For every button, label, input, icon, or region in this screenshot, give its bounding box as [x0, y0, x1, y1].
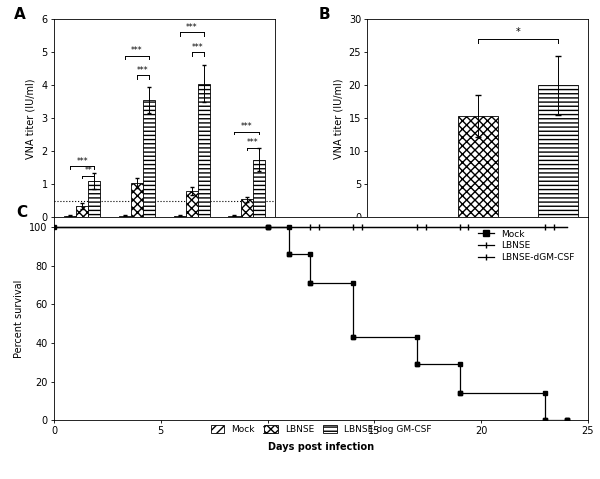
Text: B: B	[319, 7, 331, 22]
Bar	[143, 100, 155, 217]
Text: ***: ***	[247, 138, 259, 148]
Mock	[264, 224, 271, 230]
Bar	[253, 160, 265, 217]
Legend: Mock, LBNSE, LBNSE-dog GM-CSF: Mock, LBNSE, LBNSE-dog GM-CSF	[211, 425, 431, 434]
Bar	[64, 216, 76, 217]
Legend: Mock, LBNSE, LBNSE-dGM-CSF: Mock, LBNSE, LBNSE-dGM-CSF	[474, 226, 578, 266]
X-axis label: Days post infection: Days post infection	[268, 442, 374, 452]
Bar	[458, 116, 498, 217]
Mock	[563, 417, 570, 423]
Bar	[538, 85, 578, 217]
Line: Mock: Mock	[52, 225, 569, 422]
Mock	[307, 280, 314, 286]
Mock	[456, 390, 463, 396]
Mock	[413, 361, 421, 367]
Mock	[286, 224, 293, 230]
Y-axis label: VNA titer (IU/ml): VNA titer (IU/ml)	[26, 78, 36, 159]
Text: ***: ***	[192, 43, 203, 52]
Text: *: *	[515, 27, 520, 37]
Y-axis label: VNA titer (IU/ml): VNA titer (IU/ml)	[333, 78, 343, 159]
Mock	[264, 224, 271, 230]
Bar	[241, 199, 253, 217]
Mock	[50, 224, 58, 230]
Bar	[173, 216, 186, 217]
Mock	[349, 334, 356, 340]
Mock	[413, 334, 421, 340]
Mock	[456, 361, 463, 367]
Mock	[563, 417, 570, 423]
Text: ***: ***	[186, 23, 197, 32]
Mock	[563, 417, 570, 423]
Bar	[229, 216, 241, 217]
Bar	[88, 181, 100, 217]
X-axis label: Days post immunization: Days post immunization	[98, 240, 230, 249]
Bar	[119, 216, 131, 217]
Text: **: **	[84, 167, 92, 175]
Bar	[76, 206, 88, 217]
Bar	[131, 183, 143, 217]
Mock	[307, 251, 314, 257]
Text: C: C	[17, 205, 28, 220]
Bar	[186, 191, 198, 217]
Text: ***: ***	[137, 66, 149, 75]
Bar	[198, 84, 210, 217]
Y-axis label: Percent survival: Percent survival	[14, 280, 24, 358]
Mock	[542, 417, 549, 423]
Mock	[349, 280, 356, 286]
Text: ***: ***	[241, 122, 253, 131]
Mock	[542, 390, 549, 396]
Text: ***: ***	[76, 157, 88, 166]
Text: ***: ***	[131, 46, 143, 55]
Text: A: A	[14, 7, 26, 22]
Mock	[286, 251, 293, 257]
